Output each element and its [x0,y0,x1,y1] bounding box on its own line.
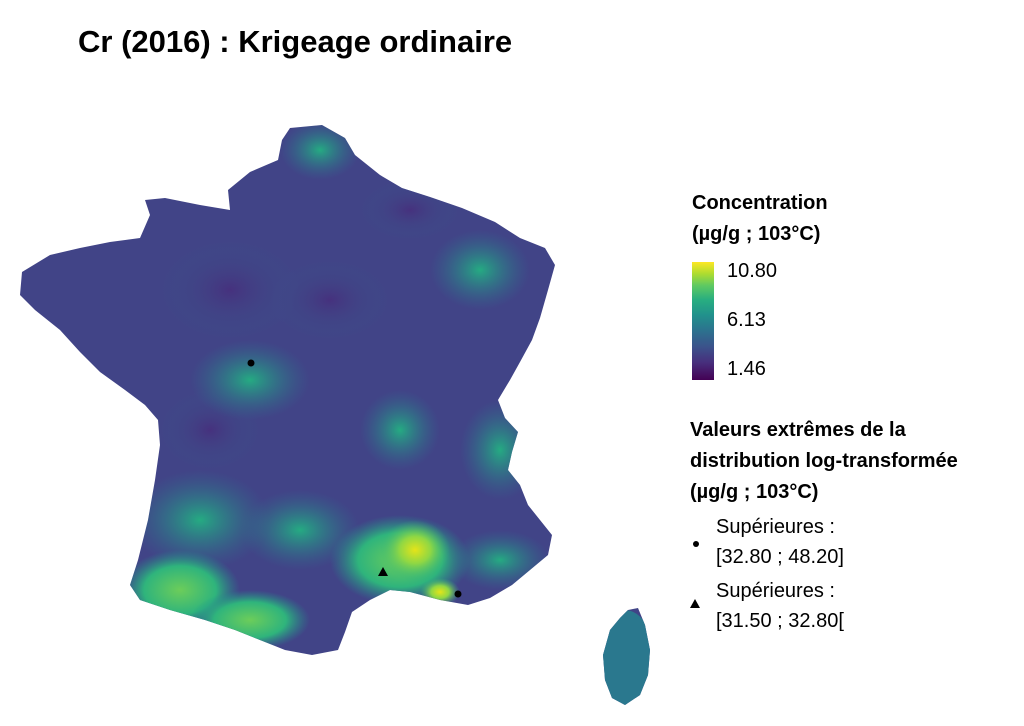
extremes-legend-title: Valeurs extrêmes de la distribution log-… [690,419,958,503]
marker-upper-circle-1 [247,359,255,367]
circle-icon [693,541,699,547]
legend-item-upper-triangle: Supérieures : [31.50 ; 32.80[ [716,580,844,632]
colorbar-tick-mid [714,322,719,323]
concentration-colorbar [692,262,714,380]
colorbar-label-mid: 6.13 [727,309,766,331]
legend-item-upper-circle: Supérieures : [32.80 ; 48.20] [716,516,844,568]
colorbar-tick-low [714,370,719,371]
colorbar-label-high: 10.80 [727,260,778,282]
colorbar-label-low: 1.46 [727,358,766,380]
page-title: Cr (2016) : Krigeage ordinaire [78,24,513,59]
concentration-legend-title: Concentration (µg/g ; 103°C) [692,192,828,245]
marker-upper-triangle-1 [378,567,388,576]
marker-upper-circle-2 [454,590,462,598]
colorbar-tick-high [714,273,719,274]
triangle-icon [690,599,700,608]
